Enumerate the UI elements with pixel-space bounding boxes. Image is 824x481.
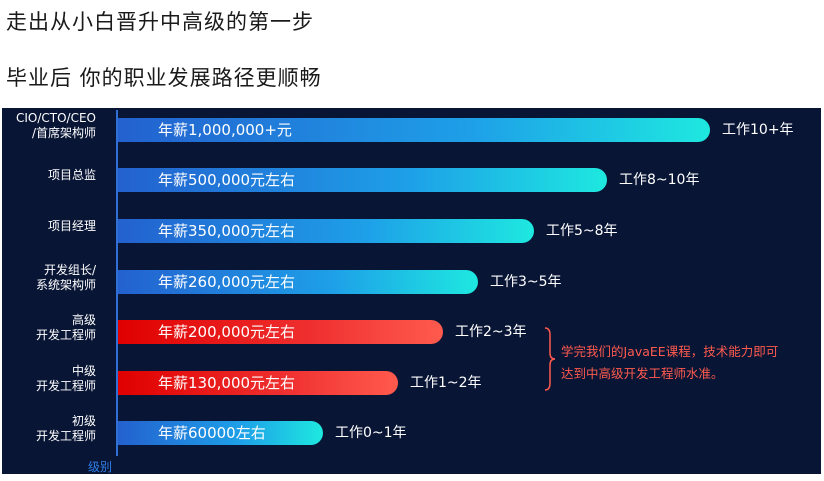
salary-label: 年薪1,000,000+元 <box>158 121 292 139</box>
salary-label: 年薪200,000元左右 <box>158 323 296 341</box>
salary-label: 年薪60000左右 <box>158 424 266 442</box>
bracket-brace <box>544 327 556 391</box>
x-axis-label: 级别 <box>88 460 113 474</box>
course-annotation: 学完我们的JavaEE课程，技术能力即可 达到中高级开发工程师水准。 <box>561 344 779 381</box>
salary-bar: 年薪260,000元左右 <box>118 270 478 294</box>
y-axis-line <box>116 110 118 456</box>
heading-line2: 毕业后 你的职业发展路径更顺畅 <box>6 66 322 90</box>
salary-label: 年薪350,000元左右 <box>158 222 296 240</box>
years-label: 工作3~5年 <box>490 274 562 290</box>
level-label: 开发组长/ 系统架构师 <box>35 263 96 292</box>
salary-bar: 年薪350,000元左右 <box>118 219 534 243</box>
level-label: CIO/CTO/CEO /首席架构师 <box>15 111 96 140</box>
salary-bar: 年薪500,000元左右 <box>118 168 607 192</box>
salary-bar: 年薪1,000,000+元 <box>118 118 710 142</box>
level-label: 高级 开发工程师 <box>35 313 96 342</box>
salary-bar: 年薪130,000元左右 <box>118 371 398 395</box>
years-label: 工作1~2年 <box>410 375 482 391</box>
years-label: 工作2~3年 <box>455 324 527 340</box>
salary-bar: 年薪200,000元左右 <box>118 320 443 344</box>
years-label: 工作5~8年 <box>546 223 618 239</box>
level-label: 中级 开发工程师 <box>35 364 96 393</box>
level-label: 初级 开发工程师 <box>35 414 96 443</box>
level-label: 项目总监 <box>47 168 96 182</box>
salary-label: 年薪500,000元左右 <box>158 171 296 189</box>
salary-label: 年薪260,000元左右 <box>158 273 296 291</box>
years-label: 工作10+年 <box>722 122 794 138</box>
salary-bar: 年薪60000左右 <box>118 421 323 445</box>
level-label: 项目经理 <box>47 219 96 233</box>
heading-line1: 走出从小白晋升中高级的第一步 <box>6 10 314 34</box>
years-label: 工作0~1年 <box>335 425 407 441</box>
salary-label: 年薪130,000元左右 <box>158 374 296 392</box>
years-label: 工作8~10年 <box>619 172 700 188</box>
